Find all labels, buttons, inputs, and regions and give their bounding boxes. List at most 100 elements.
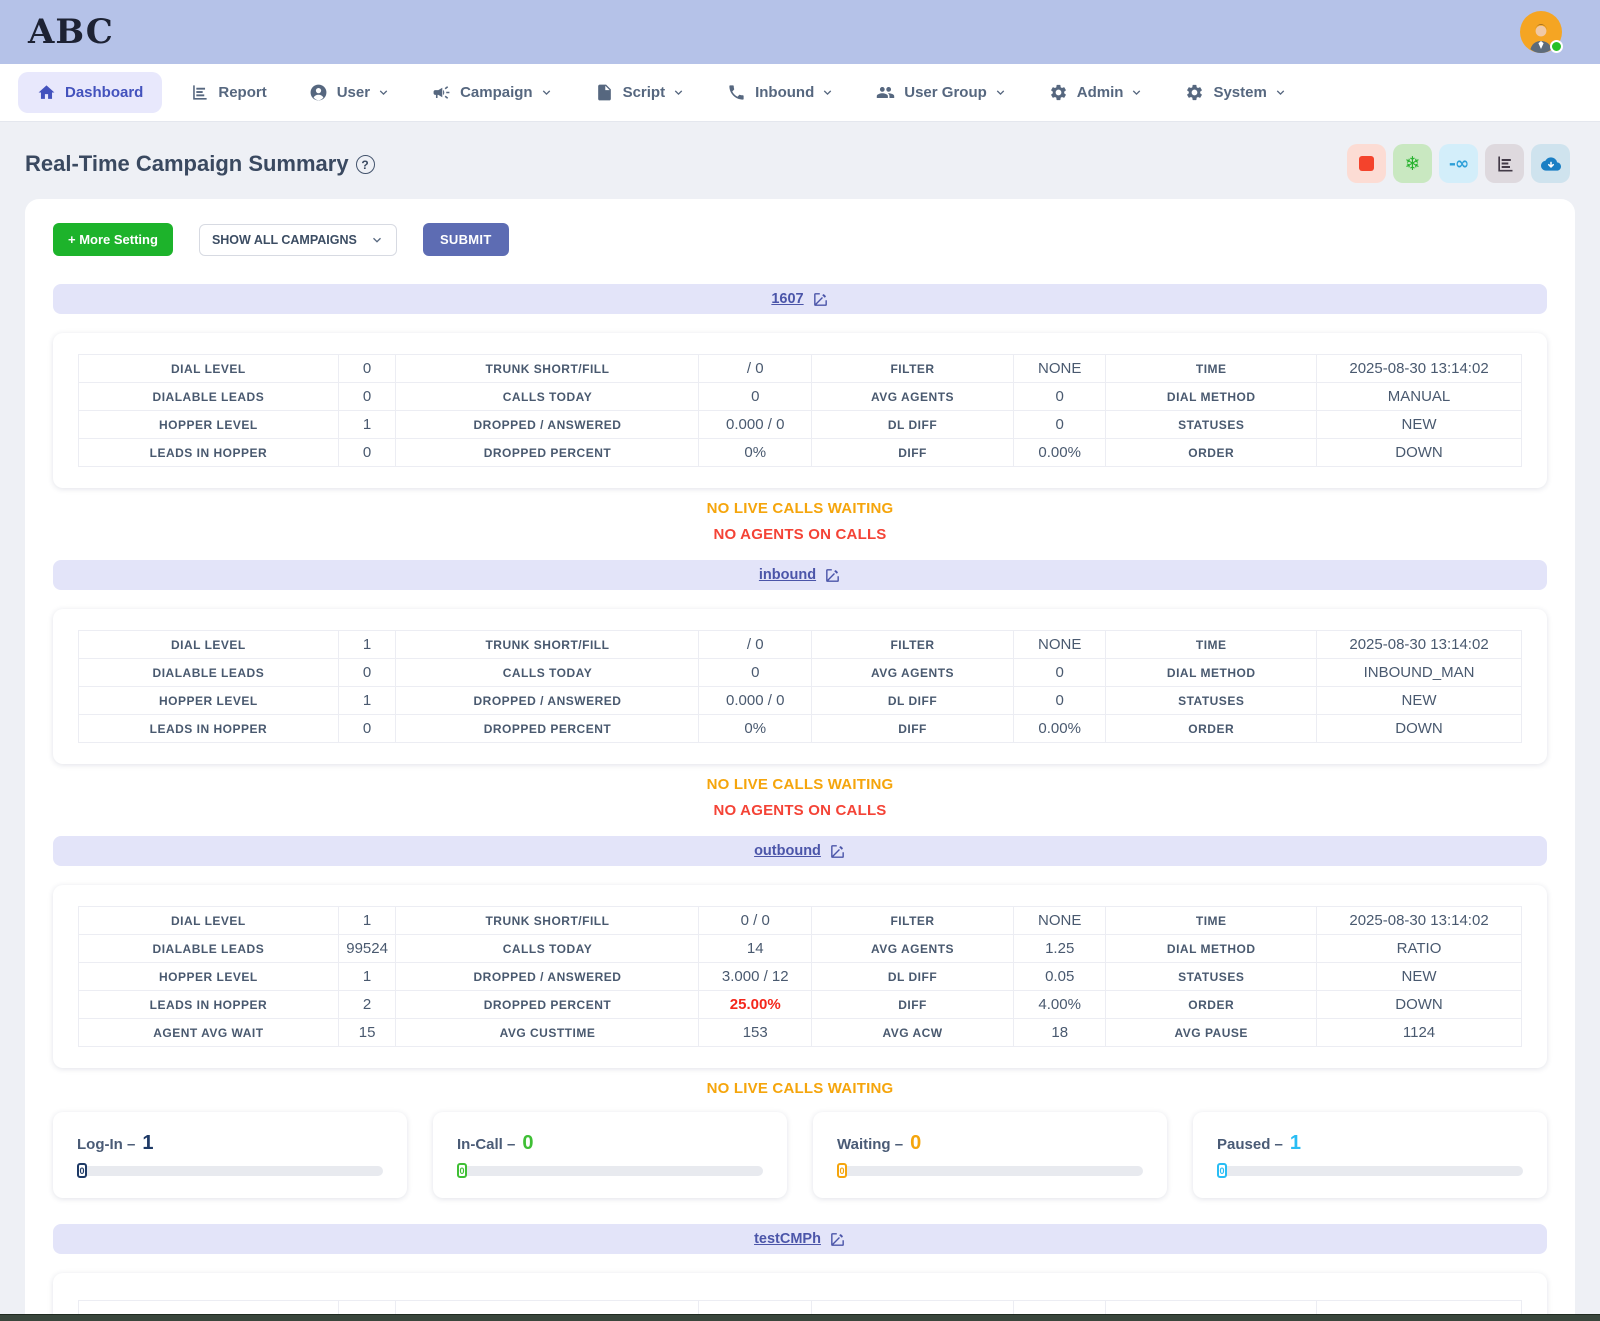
stat-label: DIAL LEVEL [78, 354, 339, 383]
chevron-down-icon [824, 90, 832, 96]
stat-label: LEADS IN HOPPER [78, 990, 339, 1019]
table-row: DIALABLE LEADS 99524 CALLS TODAY 14 AVG AGEN… [78, 934, 1522, 963]
progress-marker: 0 [457, 1163, 467, 1178]
cloud-download-icon [1540, 156, 1561, 171]
stat-value: 1124 [1316, 1018, 1522, 1047]
agent-card-value: 0 [910, 1132, 922, 1154]
login-card: Log-In – 1 0 [53, 1112, 407, 1198]
stat-label: DIALABLE LEADS [78, 934, 339, 963]
stat-value: RATIO [1316, 934, 1522, 963]
table-row: DIAL LEVEL 1 TRUNK SHORT/FILL 0 / 0 FILTER NO… [78, 906, 1522, 935]
edit-icon[interactable] [824, 567, 841, 584]
stat-value: NONE [1013, 630, 1107, 659]
campaign-link[interactable]: 1607 [771, 291, 804, 307]
stat-value: 0 [337, 354, 397, 383]
nav-item-dashboard[interactable]: Dashboard [18, 72, 163, 113]
stat-value: 1 [337, 410, 397, 439]
go-button[interactable]: -∞ [1439, 144, 1478, 183]
submit-button[interactable]: SUBMIT [422, 223, 509, 256]
stat-label: FILTER [811, 906, 1015, 935]
campaign-stats-table: DIAL LEVEL 1 TRUNK SHORT/FILL/ 0 FILTER NONE… [78, 630, 1522, 743]
chart-button[interactable] [1485, 144, 1524, 183]
campaign-filter-select[interactable]: SHOW ALL CAMPAIGNS [198, 223, 397, 256]
nav-item-user-group[interactable]: User Group [862, 73, 1021, 112]
stat-value: DOWN [1316, 438, 1522, 467]
stat-value: NONE [1013, 354, 1107, 383]
stat-value: 0.000 / 0 [698, 410, 813, 439]
home-icon [38, 85, 55, 99]
status-no-live-calls: NO LIVE CALLS WAITING [706, 776, 894, 793]
stop-button[interactable] [1347, 144, 1386, 183]
content-card: + More Setting SHOW ALL CAMPAIGNS SUBMIT… [25, 199, 1575, 1321]
campaign-header-testcmph: testCMPh [53, 1224, 1547, 1254]
stat-value: DOWN [1316, 990, 1522, 1019]
stat-label: HOPPER LEVEL [78, 410, 339, 439]
download-button[interactable] [1531, 144, 1570, 183]
stat-value: 0 [337, 658, 397, 687]
stat-label: AVG AGENTS [811, 934, 1015, 963]
stat-value: NEW [1316, 686, 1522, 715]
nav-item-campaign[interactable]: Campaign [418, 73, 567, 112]
stat-value: 0 [1013, 410, 1107, 439]
edit-icon[interactable] [829, 843, 846, 860]
more-setting-button[interactable]: + More Setting [53, 223, 173, 256]
nav-item-admin[interactable]: Admin [1035, 73, 1158, 112]
stat-label: LEADS IN HOPPER [78, 438, 339, 467]
nav-item-label: User [336, 84, 371, 101]
nav-item-system[interactable]: System [1171, 73, 1300, 112]
stat-label: DIALABLE LEADS [78, 382, 339, 411]
nav-item-label: Report [218, 84, 267, 101]
nav-item-report[interactable]: Report [176, 73, 280, 112]
edit-icon[interactable] [829, 1231, 846, 1248]
stat-value: 0 [337, 438, 397, 467]
campaign-link[interactable]: inbound [758, 567, 817, 583]
stat-value: 0.05 [1013, 962, 1107, 991]
campaign-link[interactable]: outbound [754, 843, 821, 859]
edit-icon[interactable] [812, 291, 829, 308]
avatar[interactable] [1520, 11, 1563, 53]
stat-label: DIAL METHOD [1105, 658, 1318, 687]
campaign-header-outbound: outbound [53, 836, 1547, 866]
stat-value: 0 [698, 658, 813, 687]
stat-label: AVG AGENTS [811, 382, 1015, 411]
report-chart-icon [193, 85, 207, 100]
stat-label: DL DIFF [811, 410, 1015, 439]
stat-value: 14 [698, 934, 813, 963]
table-row: HOPPER LEVEL 1 DROPPED / ANSWERED 3.000 / 1… [78, 962, 1522, 991]
stat-label: TRUNK SHORT/FILL [395, 354, 700, 383]
help-icon[interactable]: ? [355, 155, 375, 174]
stat-label: DROPPED / ANSWERED [395, 962, 700, 991]
table-row: HOPPER LEVEL 1 DROPPED / ANSWERED 0.000 / 0… [78, 686, 1522, 715]
table-row: DIALABLE LEADS 0 CALLS TODAY 0 AVG AGENTS 0 DI… [78, 658, 1522, 687]
user-icon [310, 84, 327, 101]
progress-marker: 0 [1217, 1163, 1227, 1178]
paused-progress-bar: 0 [1217, 1163, 1523, 1178]
stat-label: DIAL METHOD [1105, 934, 1318, 963]
stat-label: ORDER [1105, 714, 1318, 743]
snowflake-button[interactable]: ❄ [1393, 144, 1432, 183]
nav-item-script[interactable]: Script [581, 73, 700, 112]
agent-card-label: Log-In – [77, 1136, 136, 1153]
nav-item-user[interactable]: User [295, 73, 404, 112]
stop-icon [1359, 156, 1374, 171]
incall-progress-bar: 0 [457, 1163, 763, 1178]
campaign-link[interactable]: testCMPh [754, 1231, 821, 1247]
main-nav: Dashboard Report User Campaign Script In… [0, 64, 1600, 122]
app-logo: ABC [28, 12, 114, 52]
stat-label: HOPPER LEVEL [78, 962, 339, 991]
nav-item-inbound[interactable]: Inbound [713, 73, 848, 112]
chevron-down-icon [1133, 90, 1141, 96]
campaign-header-inbound: inbound [53, 560, 1547, 590]
stat-label: CALLS TODAY [395, 658, 700, 687]
action-buttons: ❄ -∞ [1347, 144, 1570, 183]
stat-label: DROPPED / ANSWERED [395, 686, 700, 715]
gear-icon [1050, 84, 1066, 101]
stat-value: 0.000 / 0 [698, 686, 813, 715]
status-no-live-calls: NO LIVE CALLS WAITING [706, 1080, 894, 1097]
stat-label: STATUSES [1105, 962, 1318, 991]
incall-card-title: In-Call – 0 [457, 1132, 763, 1155]
nav-item-label: System [1213, 84, 1267, 101]
stat-label: DROPPED / ANSWERED [395, 410, 700, 439]
stat-value: 3.000 / 12 [698, 962, 813, 991]
table-row: DIAL LEVEL 0 TRUNK SHORT/FILL/ 0 FILTER NONE… [78, 354, 1522, 383]
